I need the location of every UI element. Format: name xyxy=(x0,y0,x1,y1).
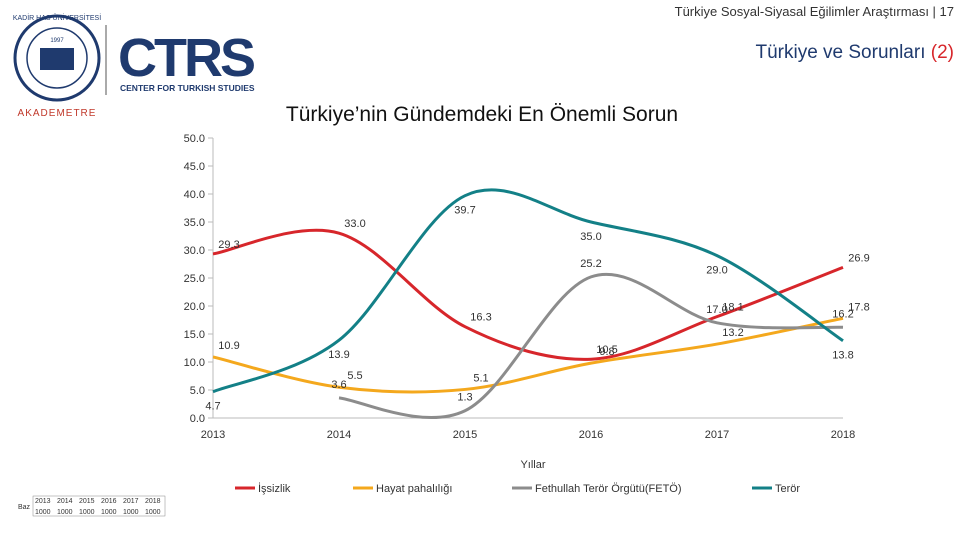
y-tick-label: 0.0 xyxy=(190,413,205,425)
data-label: 10.9 xyxy=(218,340,239,352)
data-label: 4.7 xyxy=(205,401,220,413)
x-tick-label: 2013 xyxy=(201,429,225,441)
base-year: 2016 xyxy=(101,498,117,505)
y-tick-label: 50.0 xyxy=(184,133,205,145)
data-label: 33.0 xyxy=(344,218,365,230)
logo-year: 1997 xyxy=(50,38,64,44)
logo-ctrs: CTRS xyxy=(118,28,254,88)
base-value: 1000 xyxy=(123,509,139,516)
data-label: 3.6 xyxy=(331,379,346,391)
data-label: 1.3 xyxy=(457,392,472,404)
logo-university: KADİR HAS ÜNİVERSİTESİ xyxy=(13,13,101,22)
base-value: 1000 xyxy=(79,509,95,516)
series-line xyxy=(212,188,844,394)
data-label: 29.3 xyxy=(218,239,239,251)
base-year: 2018 xyxy=(145,498,161,505)
x-tick-label: 2016 xyxy=(579,429,603,441)
x-tick-label: 2017 xyxy=(705,429,729,441)
base-year: 2013 xyxy=(35,498,51,505)
y-tick-label: 10.0 xyxy=(184,357,205,369)
x-tick-label: 2018 xyxy=(831,429,855,441)
data-label: 10.5 xyxy=(596,344,617,356)
title-num: (2) xyxy=(931,42,954,63)
y-tick-label: 45.0 xyxy=(184,161,205,173)
data-label: 5.1 xyxy=(473,372,488,384)
data-label: 13.8 xyxy=(832,350,853,362)
data-label: 17.0 xyxy=(706,304,727,316)
data-label: 25.2 xyxy=(580,258,601,270)
data-label: 17.8 xyxy=(848,301,869,313)
data-label: 13.2 xyxy=(722,327,743,339)
base-value: 1000 xyxy=(57,509,73,516)
x-tick-label: 2015 xyxy=(453,429,477,441)
data-label: 39.7 xyxy=(454,205,475,217)
legend-label: Terör xyxy=(775,483,800,495)
page-label: Türkiye Sosyal-Siyasal Eğilimler Araştır… xyxy=(675,4,954,19)
data-label: 5.5 xyxy=(347,370,362,382)
data-label: 9.8 xyxy=(599,346,614,358)
y-tick-label: 40.0 xyxy=(184,189,205,201)
base-year: 2014 xyxy=(57,498,73,505)
y-tick-label: 30.0 xyxy=(184,245,205,257)
legend-label: Fethullah Terör Örgütü(FETÖ) xyxy=(535,483,682,495)
base-table xyxy=(32,495,166,517)
base-value: 1000 xyxy=(35,509,51,516)
legend-label: İşsizlik xyxy=(258,482,291,495)
data-label: 16.2 xyxy=(832,308,853,320)
y-tick-label: 20.0 xyxy=(184,301,205,313)
base-value: 1000 xyxy=(145,509,161,516)
logo-akademetre: AKADEMETRE xyxy=(18,108,97,119)
data-label: 35.0 xyxy=(580,231,601,243)
slide-title: Türkiye ve Sorunları (2) xyxy=(755,42,954,63)
data-label: 29.0 xyxy=(706,265,727,277)
title-main: Türkiye ve Sorunları xyxy=(755,42,925,63)
base-value: 1000 xyxy=(101,509,117,516)
y-tick-label: 35.0 xyxy=(184,217,205,229)
data-label: 16.3 xyxy=(470,312,491,324)
y-tick-label: 5.0 xyxy=(190,385,205,397)
base-year: 2017 xyxy=(123,498,139,505)
base-label: Baz xyxy=(18,504,31,511)
series-line xyxy=(212,316,844,394)
university-logo: KADİR HAS ÜNİVERSİTESİ 1997 xyxy=(13,13,101,102)
y-tick-label: 25.0 xyxy=(184,273,205,285)
logo-ctrs-sub: CENTER FOR TURKISH STUDIES xyxy=(120,83,255,93)
legend-label: Hayat pahalılığı xyxy=(376,483,452,495)
y-tick-label: 15.0 xyxy=(184,329,205,341)
data-label: 18.1 xyxy=(722,302,743,314)
data-label: 13.9 xyxy=(328,349,349,361)
x-axis-title: Yıllar xyxy=(520,459,545,471)
data-label: 26.9 xyxy=(848,252,869,264)
x-tick-label: 2014 xyxy=(327,429,351,441)
base-year: 2015 xyxy=(79,498,95,505)
chart-title: Türkiye’nin Gündemdeki En Önemli Sorun xyxy=(286,103,678,126)
series-line xyxy=(338,272,844,420)
